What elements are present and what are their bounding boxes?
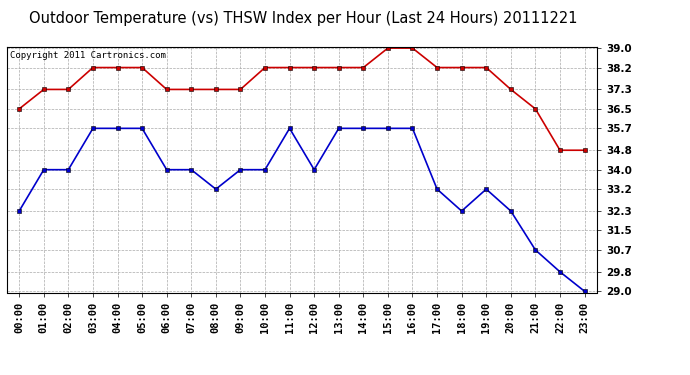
Text: Copyright 2011 Cartronics.com: Copyright 2011 Cartronics.com xyxy=(10,51,166,60)
Text: Outdoor Temperature (vs) THSW Index per Hour (Last 24 Hours) 20111221: Outdoor Temperature (vs) THSW Index per … xyxy=(30,11,578,26)
